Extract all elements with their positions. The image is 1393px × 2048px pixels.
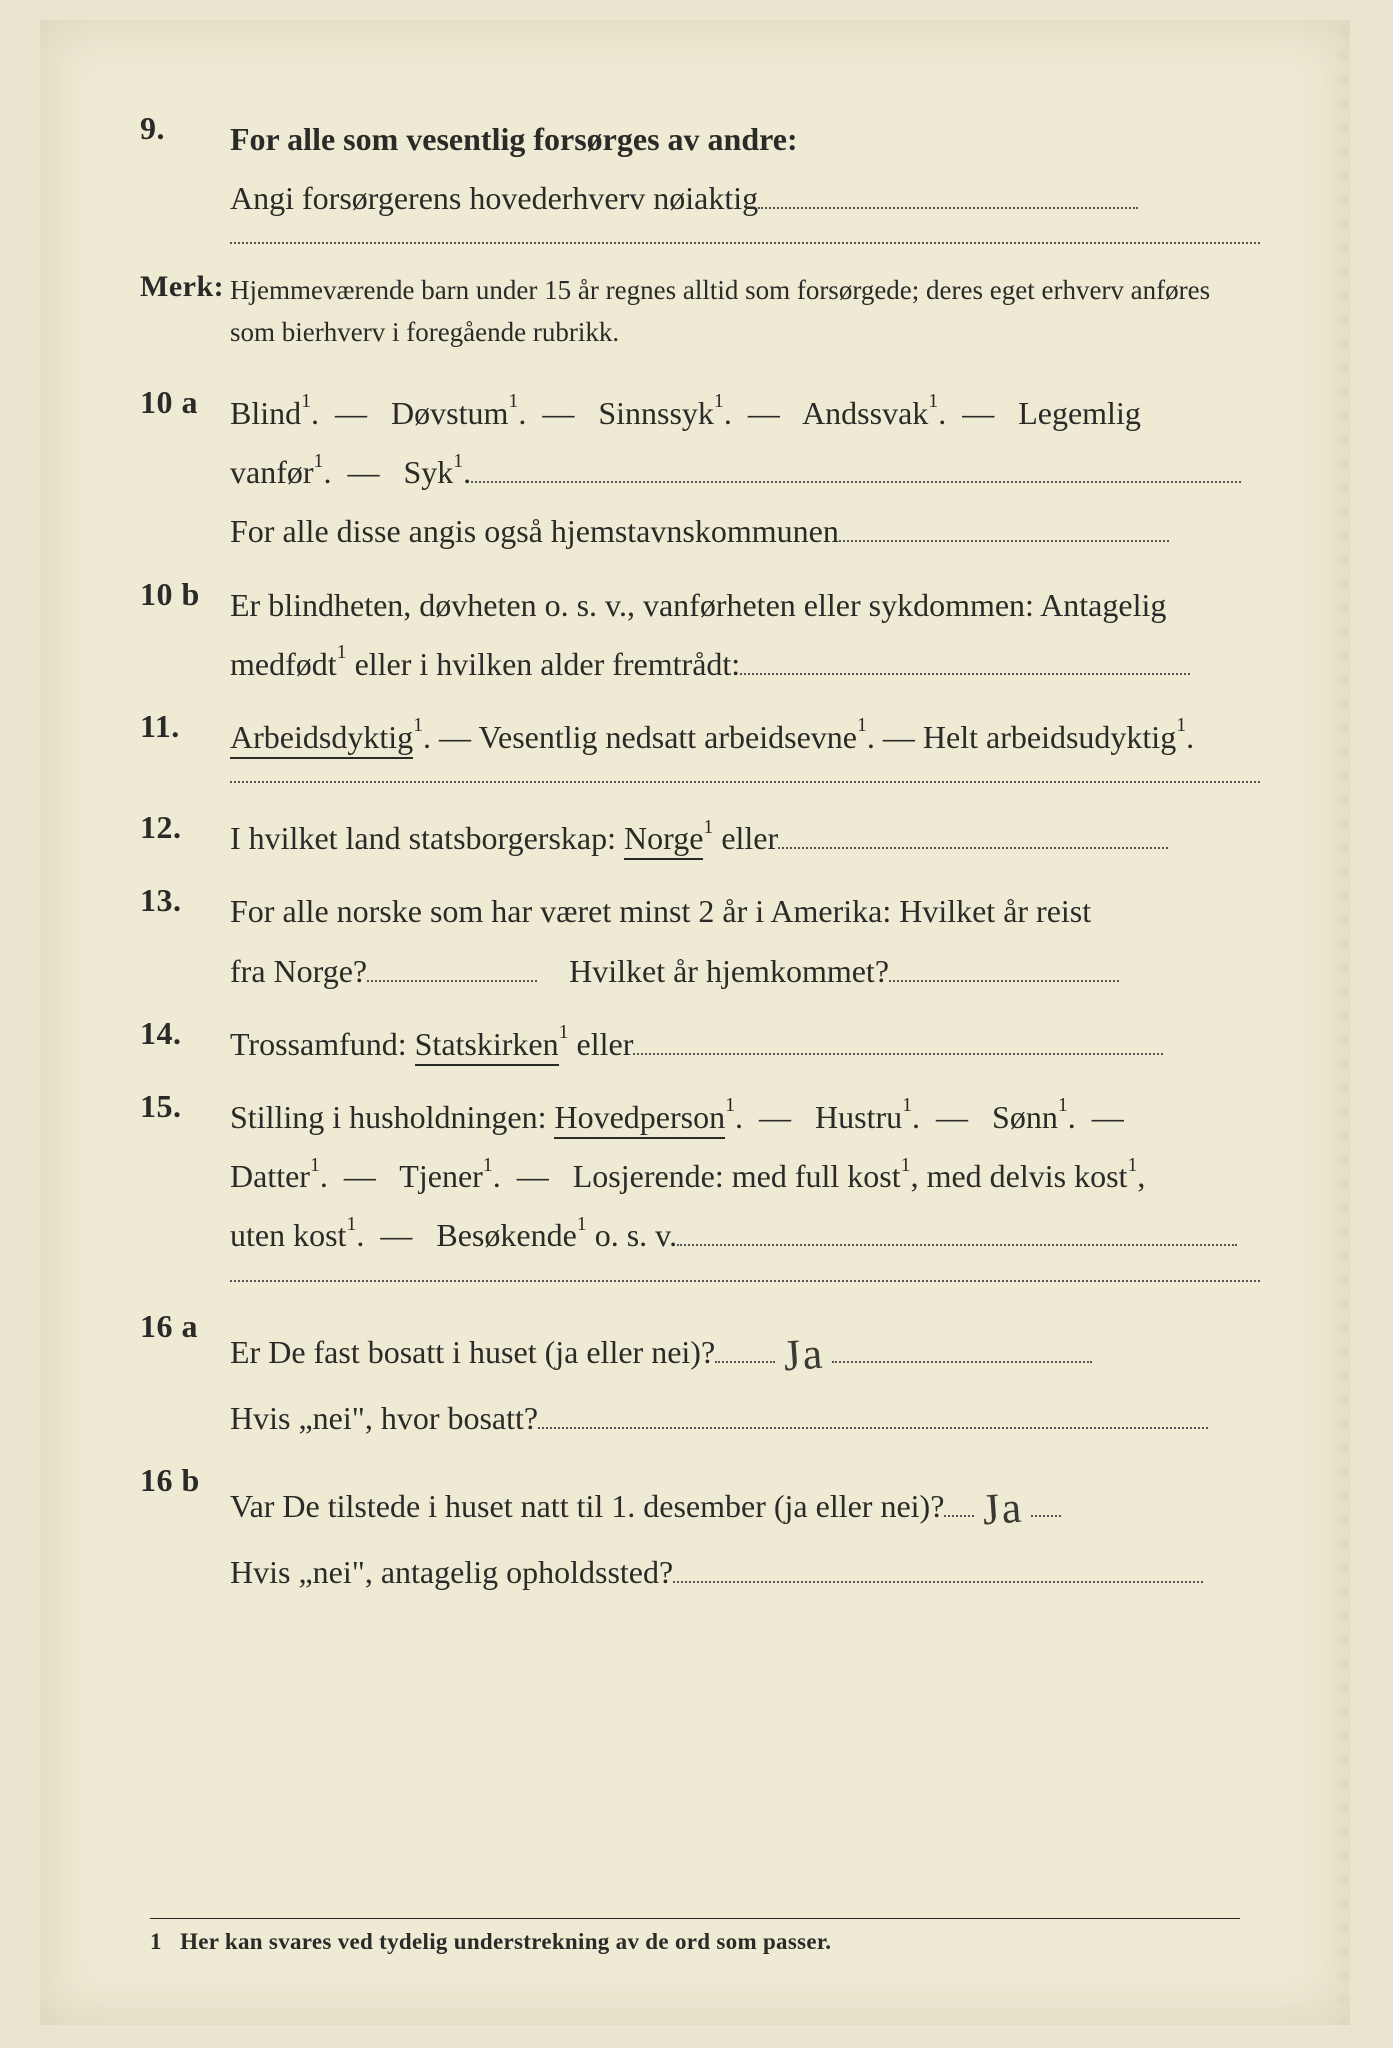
- q12-number: 12.: [140, 809, 230, 846]
- q15-lead: Stilling i husholdningen:: [230, 1099, 554, 1135]
- footnote: 1 Her kan svares ved tydelig understrekn…: [150, 1918, 1240, 1955]
- fill-line: [839, 512, 1169, 543]
- q9-body: For alle som vesentlig forsørges av andr…: [230, 110, 1260, 228]
- fill-line: [471, 452, 1241, 483]
- document-page: 9. For alle som vesentlig forsørges av a…: [40, 20, 1350, 2025]
- question-15: 15. Stilling i husholdningen: Hovedperso…: [140, 1088, 1260, 1266]
- opt-andssvak: Andssvak: [802, 395, 928, 431]
- q10b-text-b: medfødt: [230, 646, 337, 682]
- q12-body: I hvilket land statsborgerskap: Norge1 e…: [230, 809, 1260, 868]
- fill-line: [889, 951, 1119, 982]
- fill-line: [633, 1024, 1163, 1055]
- opt-datter: Datter: [230, 1158, 310, 1194]
- q9-line2: Angi forsørgerens hovederhverv nøiaktig: [230, 180, 758, 216]
- q10a-tail: For alle disse angis også hjemstavnskomm…: [230, 513, 839, 549]
- q16b-body: Var De tilstede i huset natt til 1. dese…: [230, 1462, 1260, 1603]
- q16b-sub: Hvis „nei", antagelig opholdssted?: [230, 1554, 673, 1590]
- q14-text-b: eller: [577, 1026, 634, 1062]
- opt-statskirken: Statskirken: [415, 1026, 559, 1066]
- q10b-text-c: eller i hvilken alder fremtrådt:: [355, 646, 741, 682]
- q11-number: 11.: [140, 708, 230, 745]
- fill-line: [538, 1398, 1208, 1429]
- fill-line: [367, 951, 537, 982]
- fill-line: [758, 178, 1138, 209]
- opt-hustru: Hustru: [815, 1099, 902, 1135]
- opt-syk: Syk: [403, 454, 453, 490]
- q16b-number: 16 b: [140, 1462, 230, 1499]
- q16a-number: 16 a: [140, 1308, 230, 1345]
- fill-line: [677, 1216, 1237, 1247]
- q16b-answer-handwritten: Ja: [980, 1467, 1026, 1551]
- question-9: 9. For alle som vesentlig forsørges av a…: [140, 110, 1260, 228]
- q10b-number: 10 b: [140, 576, 230, 613]
- separator: [230, 1280, 1260, 1282]
- q16a-body: Er De fast bosatt i huset (ja eller nei)…: [230, 1308, 1260, 1449]
- q13-line2b: Hvilket år hjemkommet?: [569, 953, 889, 989]
- q16a-question: Er De fast bosatt i huset (ja eller nei)…: [230, 1334, 715, 1370]
- fill-line: [1031, 1486, 1061, 1517]
- q13-body: For alle norske som har været minst 2 år…: [230, 882, 1260, 1000]
- q14-text-a: Trossamfund:: [230, 1026, 415, 1062]
- opt-los-delvis: , med delvis kost: [911, 1158, 1128, 1194]
- separator: [230, 781, 1260, 783]
- q16b-question: Var De tilstede i huset natt til 1. dese…: [230, 1488, 944, 1524]
- q15-tail: o. s. v.: [595, 1217, 677, 1253]
- question-10a: 10 a Blind1. — Døvstum1. — Sinnssyk1. — …: [140, 384, 1260, 562]
- q13-number: 13.: [140, 882, 230, 919]
- opt-hovedperson: Hovedperson: [554, 1099, 725, 1139]
- question-11: 11. Arbeidsdyktig1. — Vesentlig nedsatt …: [140, 708, 1260, 767]
- opt-sinnssyk: Sinnssyk: [598, 395, 714, 431]
- fill-line: [715, 1332, 775, 1363]
- question-14: 14. Trossamfund: Statskirken1 eller: [140, 1015, 1260, 1074]
- footnote-mark: 1: [150, 1929, 174, 1955]
- q12-text-b: eller: [721, 820, 778, 856]
- opt-los-full: Losjerende: med full kost: [573, 1158, 901, 1194]
- merk-text: Hjemmeværende barn under 15 år regnes al…: [230, 270, 1260, 354]
- question-12: 12. I hvilket land statsborgerskap: Norg…: [140, 809, 1260, 868]
- question-10b: 10 b Er blindheten, døvheten o. s. v., v…: [140, 576, 1260, 694]
- opt-tjener: Tjener: [399, 1158, 483, 1194]
- opt-blind: Blind: [230, 395, 301, 433]
- footnote-text: Her kan svares ved tydelig understreknin…: [180, 1929, 831, 1954]
- opt-sonn: Sønn: [992, 1099, 1058, 1135]
- opt-dovstum: Døvstum: [391, 395, 508, 431]
- q10a-number: 10 a: [140, 384, 230, 421]
- q10b-text-a: Er blindheten, døvheten o. s. v., vanfør…: [230, 587, 1166, 623]
- opt-besokende: Besøkende: [436, 1217, 576, 1253]
- question-16a: 16 a Er De fast bosatt i huset (ja eller…: [140, 1308, 1260, 1449]
- opt-arbeidsdyktig: Arbeidsdyktig: [230, 719, 413, 759]
- opt-udyktig: Helt arbeidsudyktig: [923, 719, 1176, 755]
- opt-vanfor: vanfør: [230, 454, 314, 490]
- perforation-edge: [1336, 20, 1350, 2025]
- fill-line: [832, 1332, 1092, 1363]
- q16a-sub: Hvis „nei", hvor bosatt?: [230, 1400, 538, 1436]
- q9-lead: For alle som vesentlig forsørges av andr…: [230, 121, 798, 157]
- opt-legemlig: Legemlig: [1018, 395, 1141, 431]
- q14-body: Trossamfund: Statskirken1 eller: [230, 1015, 1260, 1074]
- merk-label: Merk:: [140, 270, 230, 304]
- q10b-body: Er blindheten, døvheten o. s. v., vanfør…: [230, 576, 1260, 694]
- opt-los-uten: uten kost: [230, 1217, 346, 1253]
- note-merk: Merk: Hjemmeværende barn under 15 år reg…: [140, 270, 1260, 354]
- opt-nedsatt: Vesentlig nedsatt arbeidsevne: [478, 719, 857, 755]
- question-13: 13. For alle norske som har været minst …: [140, 882, 1260, 1000]
- fill-line: [778, 818, 1168, 849]
- question-16b: 16 b Var De tilstede i huset natt til 1.…: [140, 1462, 1260, 1603]
- q15-number: 15.: [140, 1088, 230, 1125]
- q12-text-a: I hvilket land statsborgerskap:: [230, 820, 624, 856]
- q15-body: Stilling i husholdningen: Hovedperson1. …: [230, 1088, 1260, 1266]
- q14-number: 14.: [140, 1015, 230, 1052]
- fill-line: [944, 1486, 974, 1517]
- fill-line: [740, 644, 1190, 675]
- q10a-body: Blind1. — Døvstum1. — Sinnssyk1. — Andss…: [230, 384, 1260, 562]
- q13-line1: For alle norske som har været minst 2 år…: [230, 893, 1091, 929]
- q9-number: 9.: [140, 110, 230, 147]
- opt-norge: Norge: [624, 820, 703, 860]
- fill-line: [673, 1553, 1203, 1584]
- q11-body: Arbeidsdyktig1. — Vesentlig nedsatt arbe…: [230, 708, 1260, 767]
- separator: [230, 242, 1260, 244]
- q13-line2a: fra Norge?: [230, 953, 367, 989]
- q16a-answer-handwritten: Ja: [781, 1312, 827, 1396]
